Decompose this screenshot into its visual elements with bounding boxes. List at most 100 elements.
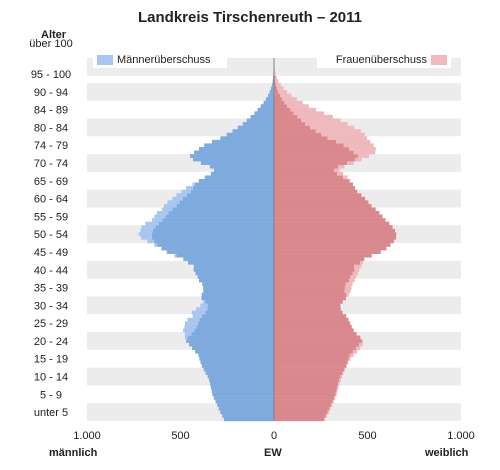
female-bar xyxy=(274,164,339,169)
female-bar xyxy=(274,342,359,347)
female-surplus-bar xyxy=(279,93,292,98)
male-surplus-bar xyxy=(183,328,195,333)
female-bar xyxy=(274,97,283,101)
female-surplus-bar xyxy=(343,143,374,148)
male-surplus-bar xyxy=(164,203,177,208)
male-bar xyxy=(195,271,274,276)
female-bar xyxy=(274,289,345,294)
male-bar xyxy=(183,257,274,262)
male-bar xyxy=(190,189,274,194)
female-bar xyxy=(274,321,351,326)
male-bar xyxy=(204,143,274,148)
female-bar xyxy=(274,300,343,304)
male-surplus-bar xyxy=(192,314,202,318)
male-surplus-bar xyxy=(156,211,169,215)
female-bar xyxy=(274,104,288,109)
female-surplus-bar xyxy=(358,342,363,347)
female-surplus-bar xyxy=(336,388,338,393)
male-surplus-bar xyxy=(181,189,191,194)
male-bar xyxy=(272,82,274,87)
female-surplus-bar xyxy=(338,378,341,383)
female-bar xyxy=(274,132,322,137)
male-bar xyxy=(237,125,274,130)
female-surplus-bar xyxy=(327,410,329,415)
male-bar xyxy=(209,378,274,383)
male-bar xyxy=(201,292,274,297)
female-surplus-bar xyxy=(338,164,345,169)
male-surplus-bar xyxy=(184,335,188,340)
male-surplus-bar xyxy=(192,182,195,187)
female-bar xyxy=(274,349,353,354)
female-bar xyxy=(274,410,328,415)
male-bar xyxy=(207,374,274,379)
female-surplus-bar xyxy=(344,367,346,372)
female-surplus-bar xyxy=(353,150,376,155)
female-bar xyxy=(274,364,347,368)
male-bar xyxy=(207,307,274,311)
female-surplus-bar xyxy=(360,260,364,265)
female-bar xyxy=(274,282,346,286)
female-bar xyxy=(274,392,336,397)
female-bar xyxy=(274,118,302,123)
female-bar xyxy=(274,367,345,372)
male-bar xyxy=(203,285,274,290)
female-surplus-bar xyxy=(278,90,288,94)
male-surplus-bar xyxy=(172,196,183,201)
female-bar xyxy=(274,271,353,276)
male-bar xyxy=(155,225,274,230)
male-bar xyxy=(197,321,274,326)
female-bar xyxy=(274,356,349,361)
male-bar xyxy=(205,310,274,315)
female-surplus-bar xyxy=(354,264,362,269)
female-bar xyxy=(274,93,280,98)
y-tick-label: 74 - 79 xyxy=(34,140,68,152)
male-bar xyxy=(161,246,274,251)
female-bar xyxy=(274,314,347,318)
legend-female-surplus-label: Frauenüberschuss xyxy=(335,53,427,66)
female-surplus-bar xyxy=(284,100,303,105)
female-bar xyxy=(274,157,355,162)
male-bar xyxy=(176,203,274,208)
female-surplus-bar xyxy=(310,125,355,130)
y-tick-label: über 100 xyxy=(29,38,72,50)
female-surplus-bar xyxy=(352,271,358,276)
male-bar xyxy=(232,129,274,133)
female-bar xyxy=(274,114,298,119)
male-surplus-bar xyxy=(161,207,173,212)
male-bar xyxy=(168,211,274,215)
male-bar xyxy=(211,388,274,393)
female-bar xyxy=(274,292,347,297)
y-tick-label: 5 - 9 xyxy=(40,389,62,401)
female-bar xyxy=(274,139,337,144)
female-surplus-bar xyxy=(344,289,351,294)
male-bar xyxy=(242,122,274,126)
male-bar xyxy=(210,385,274,390)
female-surplus-bar xyxy=(348,356,351,361)
male-bar xyxy=(202,296,274,301)
male-surplus-bar xyxy=(200,303,208,308)
female-bar xyxy=(274,250,381,254)
female-surplus-bar xyxy=(325,413,328,418)
male-bar xyxy=(172,207,274,212)
female-surplus-bar xyxy=(275,79,279,84)
female-bar xyxy=(274,310,343,315)
female-bar xyxy=(274,214,383,219)
female-bar xyxy=(274,275,351,279)
female-surplus-bar xyxy=(345,282,353,286)
male-surplus-bar xyxy=(154,214,166,219)
male-bar xyxy=(268,93,274,98)
male-surplus-bar xyxy=(196,307,208,311)
male-bar xyxy=(194,182,274,187)
y-tick-label: 60 - 64 xyxy=(34,194,68,206)
female-bar xyxy=(274,100,285,105)
y-tick-labels: unter 5 5 - 9 10 - 14 15 - 19 20 - 24 25 - 29… xyxy=(29,38,72,419)
x-tick-label: 500 xyxy=(171,430,189,442)
female-bar xyxy=(274,385,338,390)
male-bar xyxy=(191,332,274,336)
female-surplus-bar xyxy=(287,104,309,109)
female-surplus-bar xyxy=(327,136,368,141)
male-bar xyxy=(193,264,274,269)
male-bar xyxy=(167,250,274,254)
female-surplus-bar xyxy=(297,114,333,119)
